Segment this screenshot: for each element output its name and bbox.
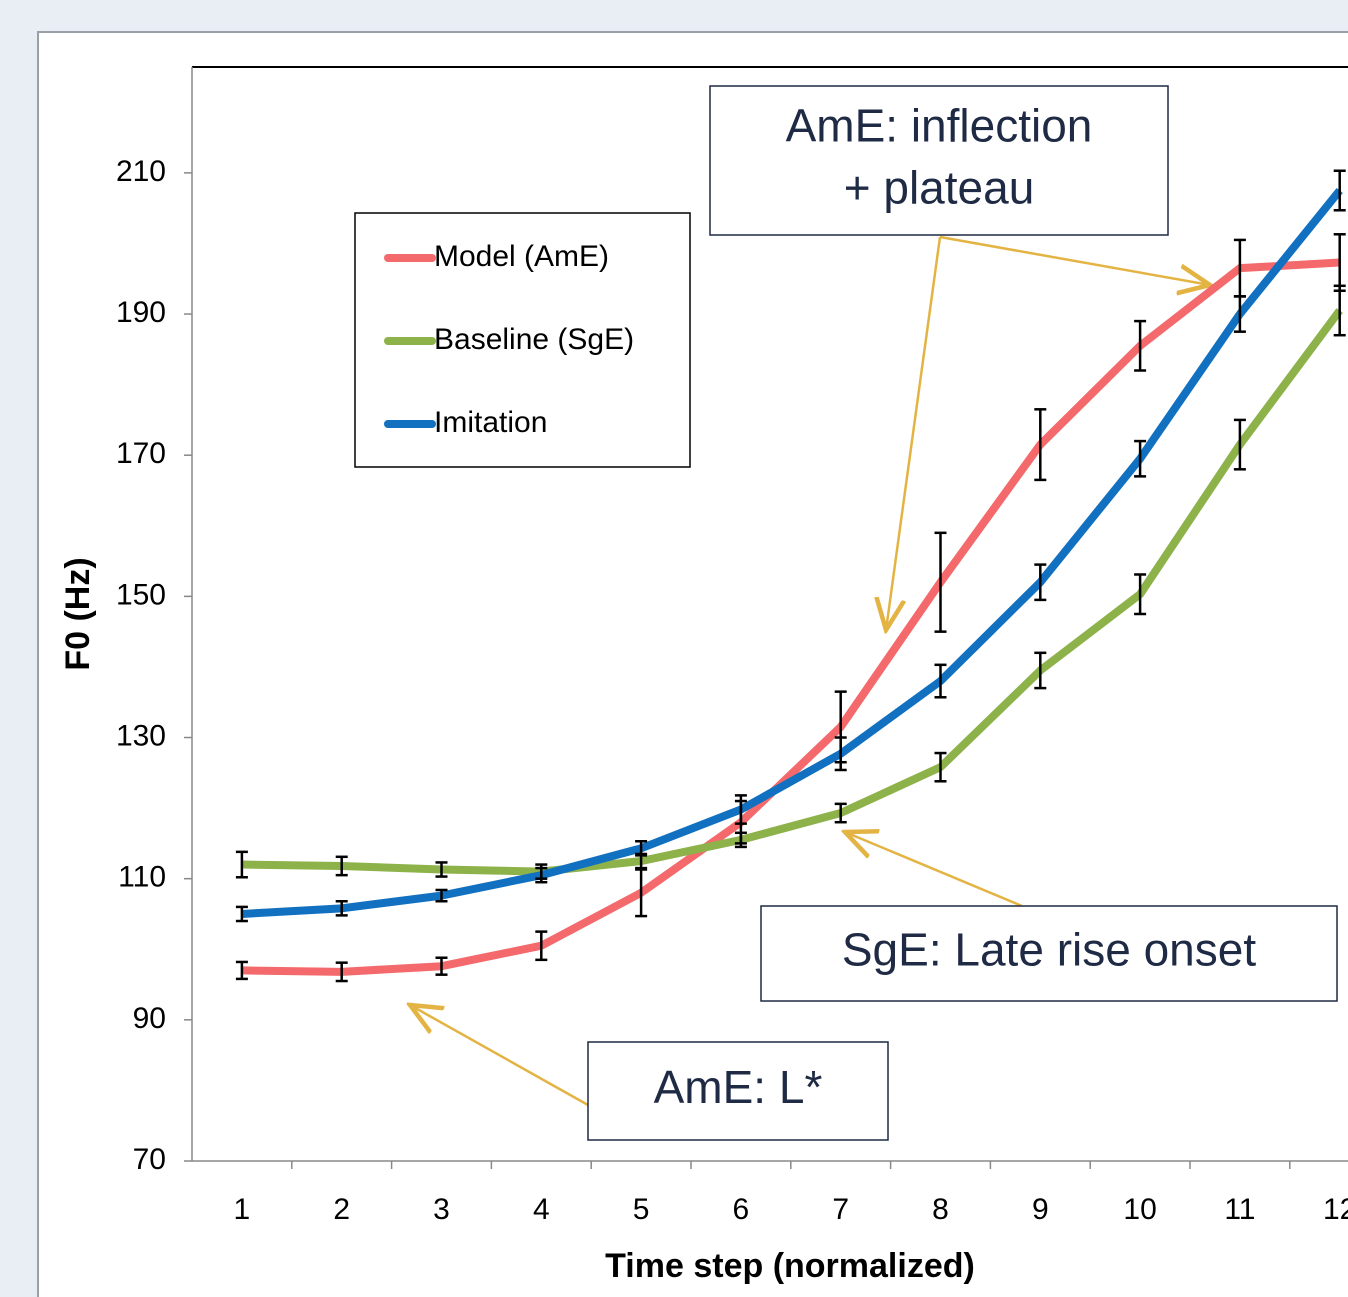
series-line bbox=[241, 258, 1340, 976]
error-bar bbox=[1233, 418, 1246, 471]
x-tick-label: 3 bbox=[433, 1193, 450, 1226]
error-bar bbox=[1134, 439, 1147, 478]
annotation-box bbox=[709, 85, 1169, 236]
arrow bbox=[939, 235, 1210, 285]
error-bar bbox=[235, 850, 248, 879]
x-tick-label: 8 bbox=[932, 1193, 949, 1226]
error-bar bbox=[1134, 319, 1147, 372]
arrows bbox=[410, 235, 1210, 1107]
legend-label: Model (AmE) bbox=[434, 240, 609, 273]
annotation-text: AmE: L* bbox=[654, 1061, 823, 1113]
annotation-text: + plateau bbox=[844, 162, 1035, 214]
y-tick-label: 210 bbox=[116, 155, 166, 188]
error-bar bbox=[834, 802, 847, 824]
error-bar bbox=[435, 956, 448, 976]
y-tick-label: 130 bbox=[116, 719, 166, 752]
error-bar bbox=[335, 900, 348, 917]
series-line bbox=[241, 188, 1343, 918]
y-tick-label: 190 bbox=[116, 296, 166, 329]
x-tick-label: 1 bbox=[234, 1193, 251, 1226]
x-tick-label: 6 bbox=[733, 1193, 750, 1226]
error-bar bbox=[1034, 651, 1047, 690]
x-axis-title: Time step (normalized) bbox=[605, 1247, 975, 1285]
x-tick-label: 12 bbox=[1323, 1193, 1348, 1226]
error-bar bbox=[734, 794, 747, 825]
error-bar bbox=[535, 930, 548, 962]
y-tick-label: 70 bbox=[133, 1143, 166, 1176]
error-bar bbox=[1134, 573, 1147, 616]
annotation-text: AmE: inflection bbox=[786, 100, 1093, 152]
annotation-text: SgE: Late rise onset bbox=[842, 924, 1256, 976]
arrow bbox=[410, 1005, 589, 1107]
error-bar bbox=[1333, 284, 1346, 337]
error-bar bbox=[435, 888, 448, 903]
y-tick-label: 150 bbox=[116, 578, 166, 611]
error-bar bbox=[335, 855, 348, 877]
error-bar bbox=[535, 866, 548, 884]
x-tick-label: 2 bbox=[333, 1193, 350, 1226]
error-bar bbox=[1034, 563, 1047, 602]
error-bar bbox=[734, 831, 747, 849]
annotation-box bbox=[760, 905, 1338, 1002]
legend-label: Imitation bbox=[434, 406, 547, 439]
error-bar bbox=[235, 905, 248, 923]
legend-label: Baseline (SgE) bbox=[434, 323, 634, 356]
x-tick-label: 4 bbox=[533, 1193, 550, 1226]
y-tick-label: 90 bbox=[133, 1002, 166, 1035]
error-bar bbox=[1333, 169, 1346, 212]
arrow bbox=[845, 832, 1023, 908]
y-tick-label: 170 bbox=[116, 437, 166, 470]
x-tick-label: 11 bbox=[1224, 1193, 1255, 1226]
error-bar bbox=[435, 861, 448, 878]
x-tick-label: 7 bbox=[832, 1193, 849, 1226]
error-bar bbox=[934, 663, 947, 699]
error-bar bbox=[1233, 295, 1246, 333]
arrow bbox=[886, 236, 942, 630]
error-bar bbox=[235, 960, 248, 981]
series-line bbox=[241, 308, 1343, 876]
y-tick-label: 110 bbox=[118, 861, 166, 894]
x-tick-label: 5 bbox=[633, 1193, 650, 1226]
x-tick-label: 10 bbox=[1123, 1193, 1156, 1226]
x-tick-label: 9 bbox=[1032, 1193, 1049, 1226]
annotation-box bbox=[587, 1041, 889, 1141]
error-bar bbox=[635, 868, 648, 918]
error-bar bbox=[1034, 408, 1047, 482]
error-bar bbox=[635, 840, 648, 857]
error-bar bbox=[934, 751, 947, 783]
y-axis-title: F0 (Hz) bbox=[59, 557, 97, 670]
error-bar bbox=[834, 736, 847, 772]
error-bar bbox=[335, 961, 348, 983]
error-bar bbox=[934, 531, 947, 633]
